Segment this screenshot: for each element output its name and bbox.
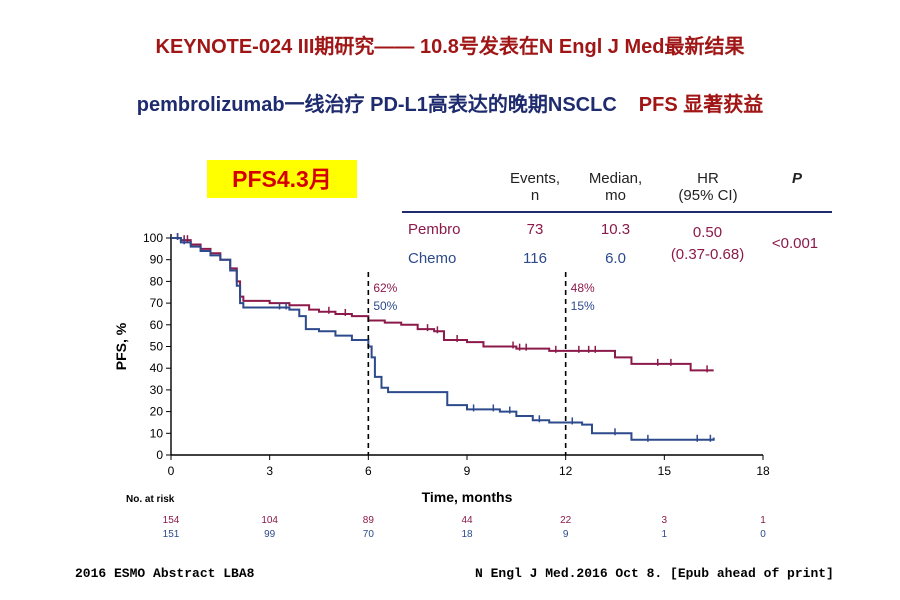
risk-count-chemo: 151 bbox=[163, 529, 180, 540]
chart-series bbox=[171, 233, 715, 442]
footer-source-right: N Engl J Med.2016 Oct 8. [Epub ahead of … bbox=[475, 566, 834, 581]
x-tick-label: 0 bbox=[168, 464, 175, 478]
stats-chemo-median: 6.0 bbox=[605, 250, 626, 267]
risk-count-pembro: 154 bbox=[163, 515, 180, 526]
subtitle-part-b: PFS 显著获益 bbox=[638, 94, 764, 116]
x-tick-label: 12 bbox=[559, 464, 573, 478]
risk-count-chemo: 18 bbox=[461, 529, 473, 540]
stats-header-median: Median, mo bbox=[588, 170, 643, 204]
stats-hr-range: (0.37-0.68) bbox=[670, 246, 745, 263]
risk-count-pembro: 3 bbox=[662, 515, 668, 526]
x-axis-label: Time, months bbox=[422, 489, 513, 505]
chart-axes: 0 10 20 30 40 50 60 70 80 90 100 0 3 6 9 12 15 18 Time, mo… bbox=[113, 231, 770, 505]
x-tick-label: 15 bbox=[658, 464, 672, 478]
x-tick-label: 3 bbox=[266, 464, 273, 478]
landmark-label-chemo: 15% bbox=[571, 299, 595, 313]
stats-chemo-events: 116 bbox=[523, 250, 547, 267]
landmark-label-pembro: 48% bbox=[571, 281, 595, 295]
y-tick-label: 0 bbox=[156, 448, 163, 462]
x-tick-label: 9 bbox=[464, 464, 471, 478]
risk-count-pembro: 89 bbox=[363, 515, 375, 526]
x-tick-label: 6 bbox=[365, 464, 372, 478]
risk-table-title: No. at risk bbox=[126, 494, 175, 505]
y-tick-label: 60 bbox=[150, 318, 164, 332]
y-tick-label: 50 bbox=[150, 340, 164, 354]
stats-header-hr: HR (95% CI) bbox=[678, 170, 738, 204]
y-tick-label: 40 bbox=[150, 361, 164, 375]
risk-count-pembro: 44 bbox=[461, 515, 473, 526]
stats-chemo-label: Chemo bbox=[408, 250, 457, 267]
y-tick-label: 20 bbox=[150, 405, 164, 419]
risk-count-chemo: 99 bbox=[264, 529, 276, 540]
footer-source-left: 2016 ESMO Abstract LBA8 bbox=[75, 566, 255, 581]
stats-header-events: Events, n bbox=[509, 170, 561, 204]
risk-count-chemo: 9 bbox=[563, 529, 569, 540]
landmark-label-chemo: 50% bbox=[373, 299, 397, 313]
slide-subtitle: pembrolizumab一线治疗 PD-L1高表达的晚期NSCLC PFS 显著… bbox=[0, 88, 900, 117]
y-tick-label: 70 bbox=[150, 296, 164, 310]
chart-annotations: 62% 50% 48% 15% bbox=[367, 272, 595, 455]
stats-pembro-events: 73 bbox=[526, 221, 544, 238]
y-tick-label: 80 bbox=[150, 274, 164, 288]
subtitle-part-a: pembrolizumab一线治疗 PD-L1高表达的晚期NSCLC bbox=[136, 94, 617, 116]
slide-title: KEYNOTE-024 III期研究—— 10.8号发表在N Engl J Me… bbox=[155, 36, 745, 58]
stats-header-rule bbox=[402, 211, 832, 213]
stats-p-value: <0.001 bbox=[771, 235, 819, 252]
risk-count-chemo: 0 bbox=[760, 529, 766, 540]
y-tick-label: 90 bbox=[150, 253, 164, 267]
risk-count-chemo: 1 bbox=[662, 529, 668, 540]
y-tick-label: 10 bbox=[150, 426, 164, 440]
stats-header-p: P bbox=[791, 170, 802, 187]
km-curve-chemo bbox=[171, 237, 715, 441]
y-tick-label: 100 bbox=[143, 231, 163, 245]
pfs-highlight-badge: PFS4.3月 bbox=[207, 160, 357, 198]
km-curve-pembro bbox=[171, 237, 714, 372]
risk-count-pembro: 1 bbox=[760, 515, 766, 526]
risk-count-chemo: 70 bbox=[363, 529, 375, 540]
x-tick-label: 18 bbox=[756, 464, 770, 478]
stats-hr-value: 0.50 bbox=[692, 224, 723, 241]
risk-count-pembro: 22 bbox=[560, 515, 572, 526]
landmark-label-pembro: 62% bbox=[373, 281, 397, 295]
stats-pembro-label: Pembro bbox=[408, 221, 461, 238]
y-axis-label: PFS, % bbox=[113, 322, 129, 370]
risk-table: No. at risk 154 104 89 44 22 3 1 151 99 70 18 9 1 0 bbox=[126, 494, 766, 540]
risk-count-pembro: 104 bbox=[261, 515, 278, 526]
y-tick-label: 30 bbox=[150, 383, 164, 397]
stats-pembro-median: 10.3 bbox=[600, 221, 631, 238]
